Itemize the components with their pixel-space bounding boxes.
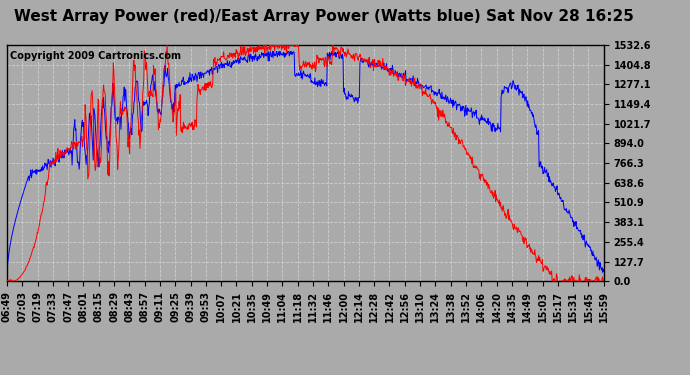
Text: West Array Power (red)/East Array Power (Watts blue) Sat Nov 28 16:25: West Array Power (red)/East Array Power …	[14, 9, 634, 24]
Text: Copyright 2009 Cartronics.com: Copyright 2009 Cartronics.com	[10, 51, 181, 61]
